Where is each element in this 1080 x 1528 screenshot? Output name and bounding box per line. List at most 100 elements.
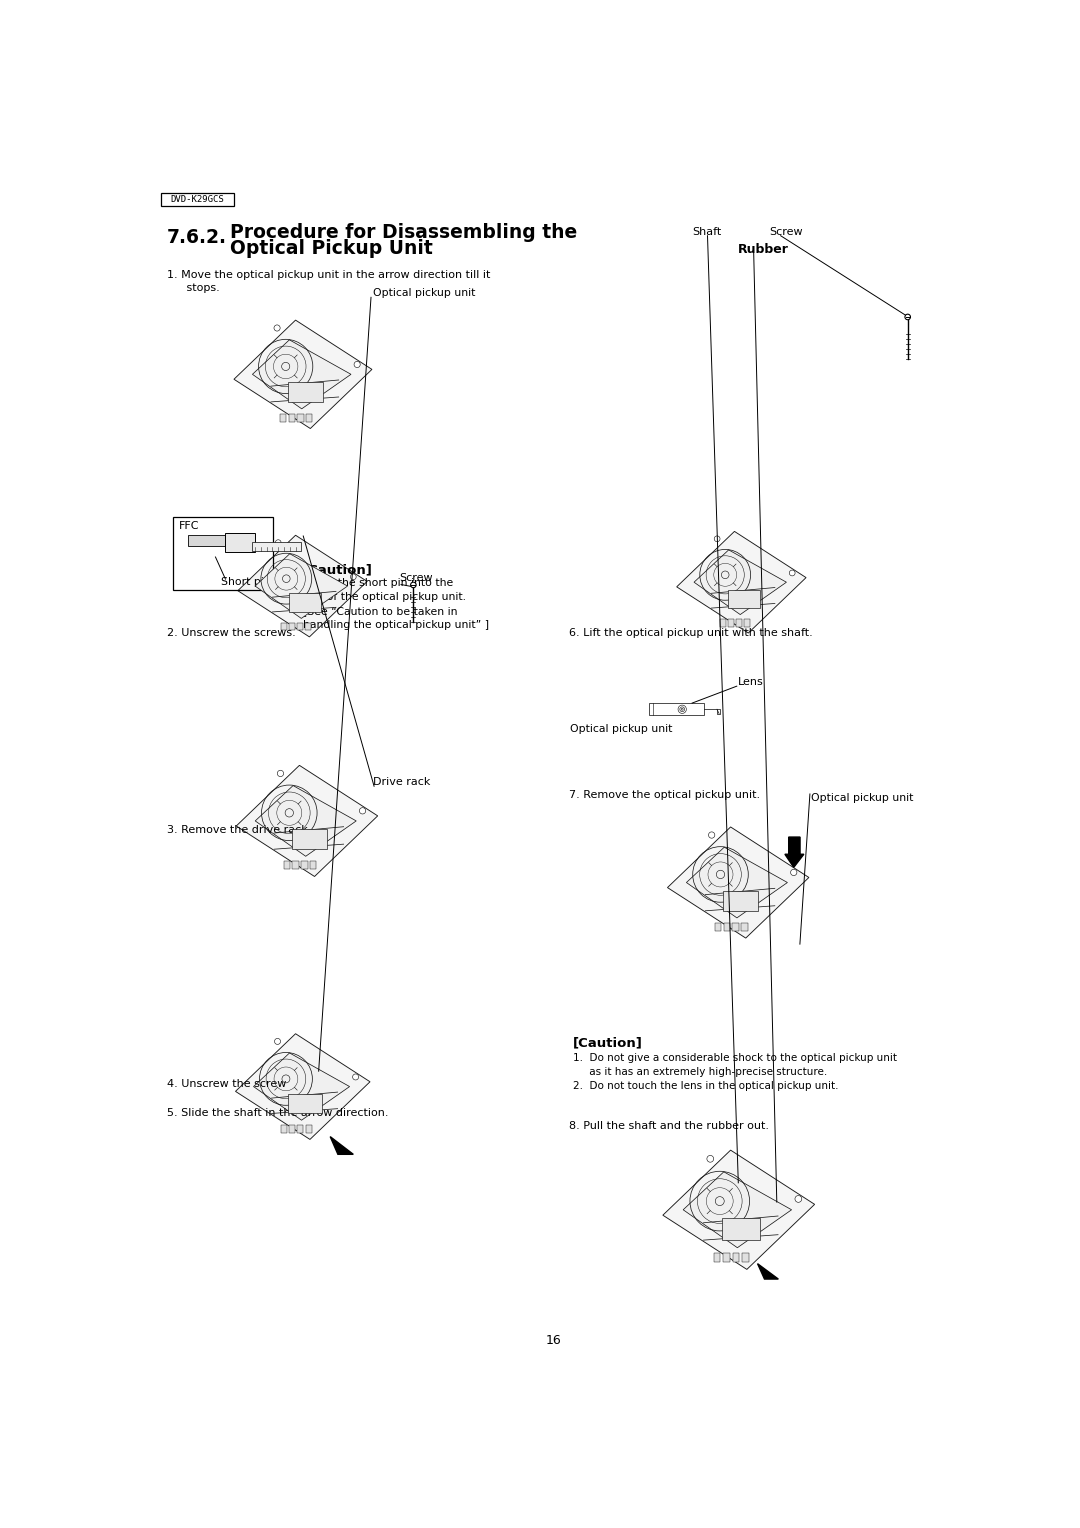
Bar [724,923,730,931]
Text: 7. Remove the optical pickup unit.: 7. Remove the optical pickup unit. [569,790,760,801]
Bar [741,923,747,931]
Polygon shape [694,550,786,614]
Bar [301,862,308,869]
Polygon shape [238,535,367,637]
Circle shape [354,362,361,368]
Bar [281,623,287,631]
Bar [737,619,742,626]
Text: 2.  Do not touch the lens in the optical pickup unit.: 2. Do not touch the lens in the optical … [572,1082,838,1091]
Text: Drive rack: Drive rack [373,778,430,787]
Bar [288,1094,322,1114]
Text: 6. Lift the optical pickup unit with the shaft.: 6. Lift the optical pickup unit with the… [569,628,812,639]
Bar [173,516,273,590]
Text: Short pin: Short pin [220,578,271,587]
Text: Screw: Screw [769,226,802,237]
Polygon shape [254,1053,350,1120]
Bar [715,923,721,931]
Text: Optical pickup unit: Optical pickup unit [811,793,914,802]
Text: as it has an extremely high-precise structure.: as it has an extremely high-precise stru… [572,1068,827,1077]
Text: 16: 16 [545,1334,562,1348]
Text: 5. Slide the shaft in the arrow direction.: 5. Slide the shaft in the arrow directio… [167,1108,389,1118]
Bar [723,1218,760,1241]
Text: FFC of the optical pickup unit.: FFC of the optical pickup unit. [303,593,467,602]
Polygon shape [252,542,301,552]
Text: 1. Move the optical pickup unit in the arrow direction till it: 1. Move the optical pickup unit in the a… [167,270,490,280]
Text: stops.: stops. [176,283,220,293]
Text: Rubber: Rubber [739,243,789,257]
Text: 4. Unscrew the screw: 4. Unscrew the screw [167,1079,286,1089]
Bar [288,593,321,611]
Bar [310,862,316,869]
Polygon shape [757,1264,779,1279]
Circle shape [274,1039,281,1045]
Bar [714,1253,720,1262]
Polygon shape [677,532,806,633]
Text: [See “Caution to be taken in: [See “Caution to be taken in [303,607,458,616]
Bar [297,414,303,422]
Text: Insert the short pin into the: Insert the short pin into the [303,579,454,588]
Bar [288,414,295,422]
Bar [742,1253,748,1262]
Text: Shaft: Shaft [692,226,721,237]
Bar [732,1253,740,1262]
Text: 7.6.2.: 7.6.2. [167,228,227,246]
Circle shape [707,1155,714,1163]
Bar [161,193,234,206]
Bar [288,382,323,402]
Circle shape [350,575,356,579]
Polygon shape [684,1172,792,1248]
Circle shape [410,582,416,588]
Text: DVD-K29GCS: DVD-K29GCS [171,196,225,205]
Bar [289,623,295,631]
Bar [732,923,739,931]
Bar [306,414,312,422]
Bar [293,862,299,869]
Bar [281,1125,286,1132]
Bar [297,1125,303,1132]
Text: Optical Pickup Unit: Optical Pickup Unit [230,238,433,258]
Text: Procedure for Disassembling the: Procedure for Disassembling the [230,223,578,241]
Text: Screw: Screw [400,573,433,584]
Circle shape [352,1074,359,1080]
Circle shape [278,770,284,776]
Circle shape [714,536,720,542]
Bar [284,862,289,869]
Circle shape [795,1195,801,1203]
Polygon shape [188,535,225,545]
Polygon shape [255,553,348,619]
Text: FFC: FFC [179,521,200,532]
Polygon shape [687,847,787,918]
Polygon shape [253,339,351,410]
Text: 1.  Do not give a considerable shock to the optical pickup unit: 1. Do not give a considerable shock to t… [572,1053,896,1063]
Polygon shape [663,1151,814,1270]
Bar [724,1253,730,1262]
Bar [306,1125,312,1132]
Bar [728,590,760,608]
Circle shape [360,808,366,814]
Bar [723,891,758,911]
Bar [720,619,726,626]
Polygon shape [785,837,804,868]
Polygon shape [234,319,372,428]
Circle shape [789,570,795,576]
Text: [Caution]: [Caution] [572,1036,643,1050]
Bar [289,1125,295,1132]
Polygon shape [225,533,255,552]
Text: 3. Remove the drive rack.: 3. Remove the drive rack. [167,825,311,834]
Circle shape [274,325,280,332]
Bar [297,623,303,631]
Polygon shape [330,1137,353,1154]
Circle shape [708,831,715,839]
Text: [Caution]: [Caution] [303,562,373,576]
Bar [292,830,327,850]
Text: 8. Pull the shaft and the rubber out.: 8. Pull the shaft and the rubber out. [569,1122,769,1131]
Polygon shape [235,1034,370,1140]
Text: Lens: Lens [739,677,764,688]
Bar [728,619,734,626]
Polygon shape [255,785,356,856]
Text: Optical pickup unit: Optical pickup unit [373,289,475,298]
Text: handling the optical pickup unit” ]: handling the optical pickup unit” ] [303,620,489,630]
Circle shape [275,539,281,545]
Circle shape [905,315,910,319]
Text: 2. Unscrew the screws.: 2. Unscrew the screws. [167,628,296,639]
